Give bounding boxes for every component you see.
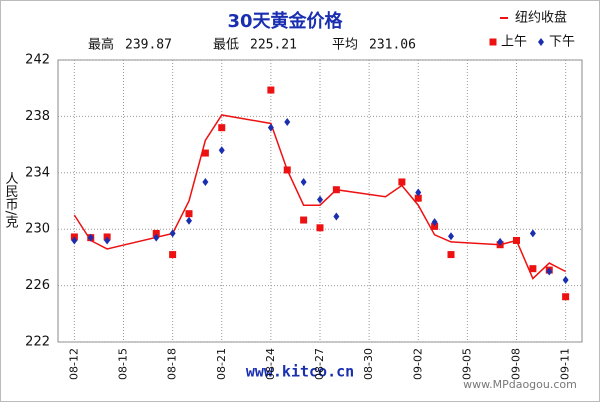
am-point [332, 186, 340, 194]
am-point [283, 166, 291, 174]
stat-value: 231.06 [369, 38, 416, 53]
x-tick-label: 09-02 [411, 348, 424, 380]
pm-point [415, 188, 422, 197]
pm-point [153, 233, 160, 242]
pm-point [448, 232, 454, 241]
legend-label: 下午 [549, 35, 575, 50]
am-point [185, 210, 193, 218]
chart-title: 30天黄金价格 [227, 10, 343, 32]
pm-point [104, 236, 111, 245]
am-point [398, 178, 406, 186]
pm-point [333, 212, 340, 221]
legend-swatch [489, 38, 497, 46]
pm-point [87, 233, 94, 242]
legend-label: 上午 [501, 35, 527, 50]
watermark: www.MPdaogou.com [463, 378, 577, 391]
pm-point [300, 177, 307, 186]
am-point [201, 149, 209, 157]
legend-swatch [538, 38, 544, 46]
pm-point [169, 229, 176, 238]
x-tick-label: 08-27 [313, 348, 326, 380]
pm-point [284, 118, 291, 127]
x-tick-label: 08-21 [215, 348, 228, 380]
am-point [169, 251, 177, 259]
am-point [316, 224, 324, 232]
stat-value: 239.87 [125, 38, 172, 53]
y-tick-label: 226 [25, 278, 50, 293]
pm-point [186, 216, 192, 225]
pm-point [218, 146, 225, 155]
am-point [267, 86, 275, 94]
y-tick-label: 242 [25, 53, 50, 68]
pm-point [497, 237, 504, 246]
stat-label: 平均 [332, 38, 358, 53]
y-tick-label: 234 [25, 165, 50, 180]
y-tick-label: 230 [25, 222, 50, 237]
stat-label: 最高 [88, 37, 114, 53]
am-point [218, 124, 226, 132]
pm-point [529, 229, 536, 238]
pm-point [562, 275, 569, 284]
am-point [414, 194, 422, 202]
pm-point [71, 236, 78, 245]
x-tick-label: 09-08 [510, 348, 523, 380]
stat-label: 最低 [213, 38, 239, 53]
pm-point [431, 218, 438, 227]
stat-value: 225.21 [250, 38, 297, 53]
am-point [513, 236, 520, 244]
pm-point [546, 267, 553, 276]
am-point [300, 216, 308, 224]
am-point [431, 222, 439, 230]
am-point [562, 293, 570, 301]
am-point [447, 251, 455, 259]
x-tick-label: 09-05 [460, 348, 473, 380]
pm-point [267, 123, 274, 132]
am-point [529, 265, 537, 273]
x-tick-label: 08-15 [117, 348, 130, 380]
legend-label: 纽约收盘 [515, 10, 567, 26]
pm-point [202, 177, 209, 186]
x-tick-label: 09-11 [559, 348, 572, 380]
x-tick-label: 08-12 [67, 348, 80, 380]
annotation: www.kitco.cn [246, 363, 354, 381]
x-tick-label: 08-18 [166, 348, 179, 380]
x-tick-label: 08-24 [264, 348, 277, 380]
line [73, 114, 566, 280]
y-tick-label: 222 [25, 335, 50, 350]
x-tick-label: 08-30 [362, 348, 375, 380]
y-axis-label: 人民币/克 [3, 172, 19, 230]
pm-point [317, 195, 323, 204]
y-tick-label: 238 [25, 109, 50, 124]
am-point [152, 229, 160, 237]
